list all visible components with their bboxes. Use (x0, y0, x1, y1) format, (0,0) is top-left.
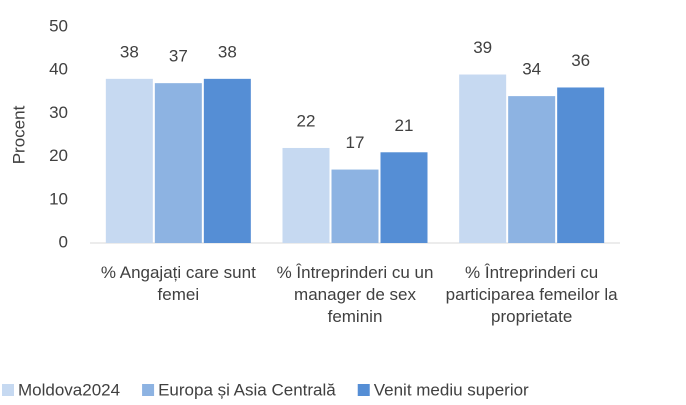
y-axis-label: Procent (9, 105, 28, 164)
bar (459, 74, 507, 244)
bar (203, 78, 251, 243)
legend-label: Venit mediu superior (374, 380, 529, 399)
data-label: 37 (169, 47, 188, 66)
bar (508, 96, 556, 244)
legend-label: Moldova2024 (18, 380, 120, 399)
legend-swatch (142, 384, 155, 396)
y-tick-label: 50 (49, 16, 68, 35)
data-label: 34 (522, 60, 541, 79)
y-tick-label: 10 (49, 189, 68, 208)
y-tick-label: 20 (49, 146, 68, 165)
data-label: 39 (473, 38, 492, 57)
bar (331, 169, 379, 243)
legend-label: Europa și Asia Centrală (158, 380, 336, 399)
data-label: 38 (120, 42, 139, 61)
data-label: 21 (395, 116, 414, 135)
bar (380, 152, 428, 243)
x-tick-label: % Întreprinderi cu participarea femeilor… (445, 263, 618, 326)
y-tick-label: 40 (49, 60, 68, 79)
x-tick-label: % Angajați care sunt femei (100, 263, 256, 304)
y-tick-label: 30 (49, 103, 68, 122)
y-tick-label: 0 (59, 232, 68, 251)
data-label: 36 (571, 51, 590, 70)
bar (154, 83, 202, 243)
x-tick-label: % Întreprinderi cu un manager de sex fem… (276, 263, 434, 326)
legend-swatch (2, 384, 14, 396)
bar (557, 87, 605, 243)
bar (282, 147, 330, 243)
data-label: 17 (346, 133, 365, 152)
data-label: 38 (218, 42, 237, 61)
bar (105, 78, 153, 243)
legend-swatch (357, 384, 370, 396)
data-label: 22 (297, 111, 316, 130)
